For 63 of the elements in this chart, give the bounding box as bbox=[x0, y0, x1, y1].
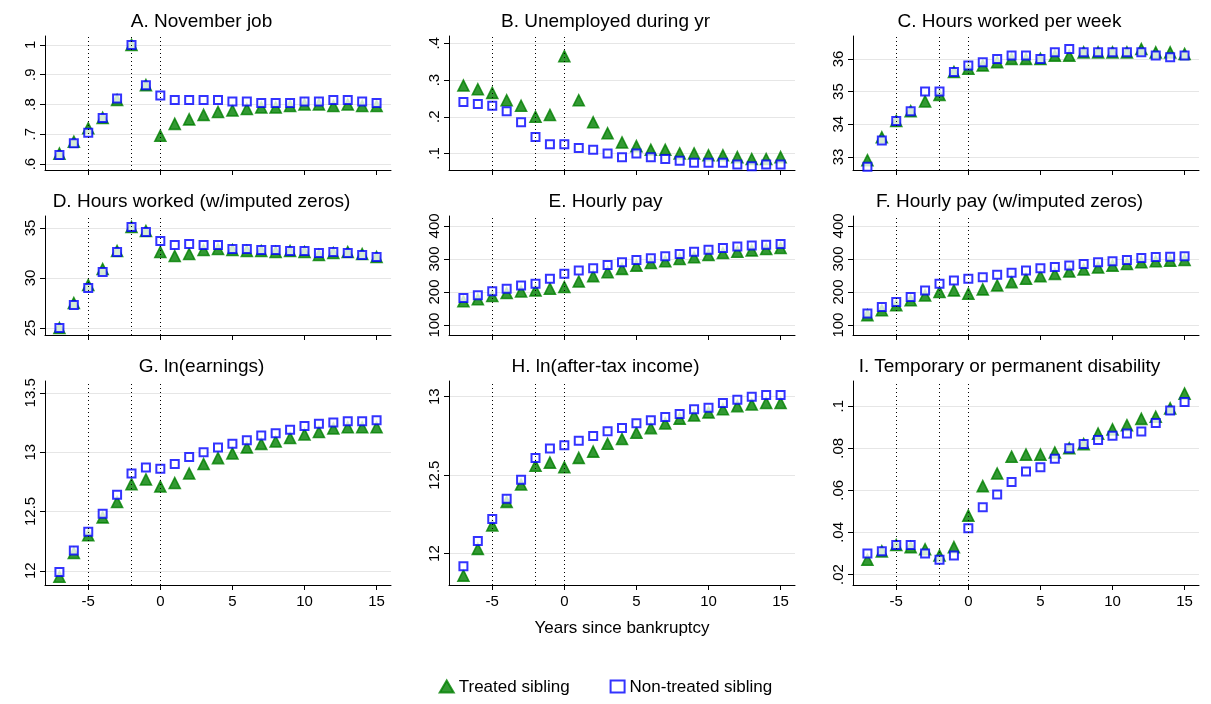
x-tick-label: 10 bbox=[1104, 592, 1121, 609]
chart-title: E. Hourly pay bbox=[548, 190, 664, 211]
y-tick-label: .9 bbox=[21, 68, 38, 81]
x-axis-title: Years since bankruptcy bbox=[534, 618, 711, 637]
chart-title: H. ln(after-tax income) bbox=[511, 355, 700, 376]
chart-title: D. Hours worked (w/imputed zeros) bbox=[52, 190, 351, 211]
y-tick-label: .1 bbox=[829, 399, 846, 413]
y-tick-label: .1 bbox=[425, 147, 442, 160]
x-tick-label: 0 bbox=[560, 592, 569, 609]
y-tick-label: 100 bbox=[829, 312, 846, 338]
y-tick-label: 13 bbox=[425, 388, 442, 406]
y-tick-label: 13 bbox=[21, 443, 38, 461]
y-tick-label: .02 bbox=[829, 564, 846, 585]
y-tick-label: .6 bbox=[21, 157, 38, 171]
y-tick-label: 33 bbox=[829, 148, 846, 166]
x-tick-label: 10 bbox=[700, 592, 717, 609]
y-tick-label: 30 bbox=[21, 269, 38, 287]
x-tick-label: 10 bbox=[296, 592, 313, 609]
y-tick-label: 300 bbox=[425, 246, 442, 272]
x-tick-label: 5 bbox=[1036, 592, 1045, 609]
y-tick-label: 200 bbox=[425, 279, 442, 305]
y-tick-label: 12 bbox=[21, 562, 38, 580]
y-tick-label: 12.5 bbox=[21, 496, 38, 527]
y-tick-label: 400 bbox=[829, 213, 846, 239]
x-tick-label: 15 bbox=[1176, 592, 1193, 609]
legend-label: Treated sibling bbox=[458, 677, 570, 696]
y-tick-label: .7 bbox=[21, 128, 38, 141]
y-tick-label: 25 bbox=[21, 319, 38, 337]
y-tick-label: 12 bbox=[425, 545, 442, 562]
chart-title: I. Temporary or permanent disability bbox=[858, 355, 1161, 376]
y-tick-label: .2 bbox=[425, 110, 442, 124]
x-tick-label: -5 bbox=[81, 592, 95, 609]
chart-title: F. Hourly pay (w/imputed zeros) bbox=[875, 190, 1144, 211]
y-tick-label: .3 bbox=[425, 73, 442, 87]
x-tick-label: 5 bbox=[228, 592, 237, 609]
y-tick-label: 36 bbox=[829, 50, 846, 68]
y-tick-label: 35 bbox=[21, 219, 38, 237]
x-tick-label: 0 bbox=[964, 592, 973, 609]
y-tick-label: 200 bbox=[829, 279, 846, 305]
y-tick-label: 12.5 bbox=[425, 460, 442, 490]
x-tick-label: -5 bbox=[889, 592, 903, 609]
chart-title: A. November job bbox=[130, 10, 273, 31]
legend-label: Non-treated sibling bbox=[629, 677, 773, 696]
y-tick-label: 400 bbox=[425, 213, 442, 239]
y-tick-label: 35 bbox=[829, 83, 846, 100]
y-tick-label: 34 bbox=[829, 115, 846, 133]
chart-title: G. ln(earnings) bbox=[138, 355, 265, 376]
y-tick-label: .08 bbox=[829, 437, 846, 459]
y-tick-label: 300 bbox=[829, 246, 846, 272]
y-tick-label: .8 bbox=[21, 98, 38, 111]
y-tick-label: .4 bbox=[425, 37, 442, 50]
y-tick-label: .06 bbox=[829, 479, 846, 501]
y-tick-label: .04 bbox=[829, 521, 846, 543]
chart-title: B. Unemployed during yr bbox=[500, 10, 711, 31]
y-tick-label: 100 bbox=[425, 312, 442, 338]
y-tick-label: 1 bbox=[21, 40, 38, 50]
x-tick-label: -5 bbox=[485, 592, 499, 609]
x-tick-label: 0 bbox=[156, 592, 165, 609]
chart-title: C. Hours worked per week bbox=[897, 10, 1122, 31]
y-tick-label: 13.5 bbox=[21, 378, 38, 408]
x-tick-label: 15 bbox=[772, 592, 789, 609]
x-tick-label: 15 bbox=[368, 592, 385, 609]
x-tick-label: 5 bbox=[632, 592, 641, 609]
